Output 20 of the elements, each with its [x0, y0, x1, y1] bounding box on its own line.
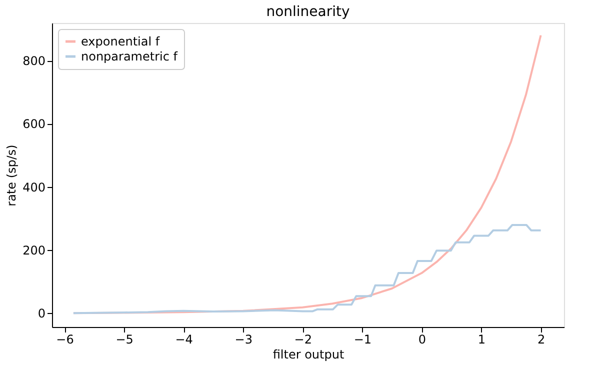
- legend-label: exponential f: [81, 34, 160, 48]
- x-tick-label: −5: [116, 332, 134, 346]
- x-tick-label: −6: [56, 332, 74, 346]
- line-series: [72, 224, 542, 314]
- x-tick-label: −2: [294, 332, 312, 346]
- x-tick-label: 0: [418, 332, 426, 346]
- x-tick-label: 1: [478, 332, 486, 346]
- chart-title: nonlinearity: [266, 4, 350, 20]
- y-axis-title: rate (sp/s): [4, 144, 19, 206]
- y-tick-label: 800: [22, 54, 46, 68]
- legend-label: nonparametric f: [81, 50, 178, 64]
- x-tick-label: −1: [354, 332, 372, 346]
- y-tick-label: 400: [22, 180, 46, 194]
- y-tick-label: 200: [22, 243, 46, 258]
- x-axis-title: filter output: [272, 348, 344, 362]
- y-tick-label: 600: [22, 117, 46, 132]
- x-tick-label: −3: [234, 332, 252, 346]
- x-tick-label: −4: [175, 332, 193, 346]
- x-tick-label: 2: [537, 332, 546, 346]
- y-tick-label: 0: [38, 306, 46, 321]
